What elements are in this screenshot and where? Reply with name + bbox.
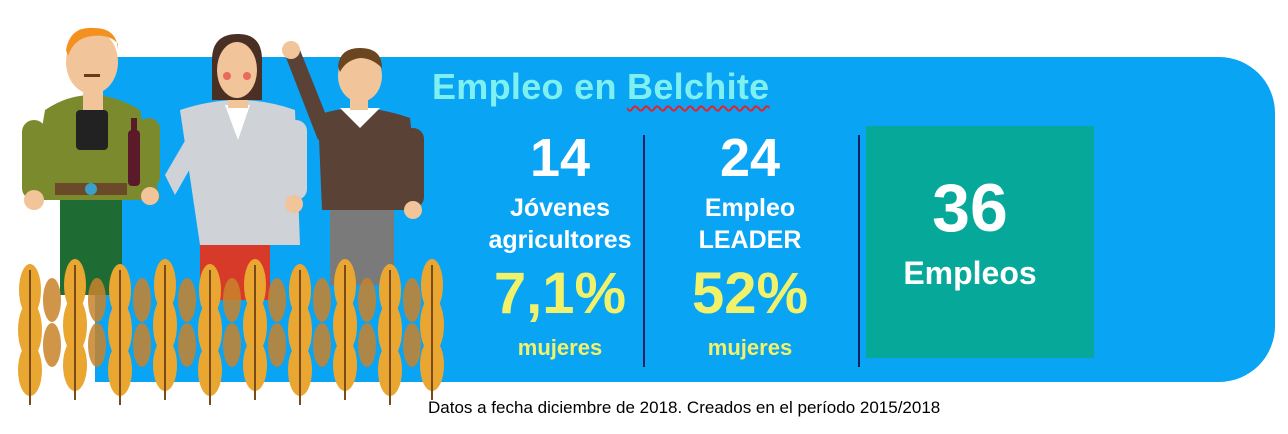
stat-leader-employment: 24 Empleo LEADER 52% mujeres (668, 128, 832, 362)
title-prefix: Empleo en (432, 66, 628, 107)
stat-number: 24 (719, 128, 781, 188)
stat-label-line2: LEADER (698, 226, 802, 254)
total-number: 36 (932, 170, 1008, 246)
stat-label: Empleo LEADER (668, 192, 832, 256)
stat-percent-label: mujeres (707, 335, 793, 360)
stat-label: Jóvenes agricultores (480, 192, 640, 256)
stat-label-line2: agricultores (488, 226, 632, 254)
wheat-field (18, 259, 444, 405)
stat-label-line1: Empleo (704, 194, 796, 222)
divider (858, 135, 860, 367)
stat-percent-label: mujeres (517, 335, 603, 360)
page-title: Empleo en Belchite (432, 66, 770, 108)
footnote: Datos a fecha diciembre de 2018. Creados… (428, 398, 941, 417)
title-place: Belchite (627, 66, 770, 107)
farmers-and-wheat-illustration (18, 27, 444, 405)
divider (643, 135, 645, 367)
stat-percent: 52% (691, 261, 809, 326)
stat-young-farmers: 14 Jóvenes agricultores 7,1% mujeres (480, 128, 640, 362)
stat-percent: 7,1% (493, 261, 627, 326)
total-label: Empleos (903, 255, 1037, 291)
farmer-left-figure (22, 27, 160, 295)
stat-label-line1: Jóvenes (509, 194, 611, 222)
total-jobs-box: 36 Empleos (866, 126, 1094, 358)
stat-number: 14 (529, 128, 591, 188)
